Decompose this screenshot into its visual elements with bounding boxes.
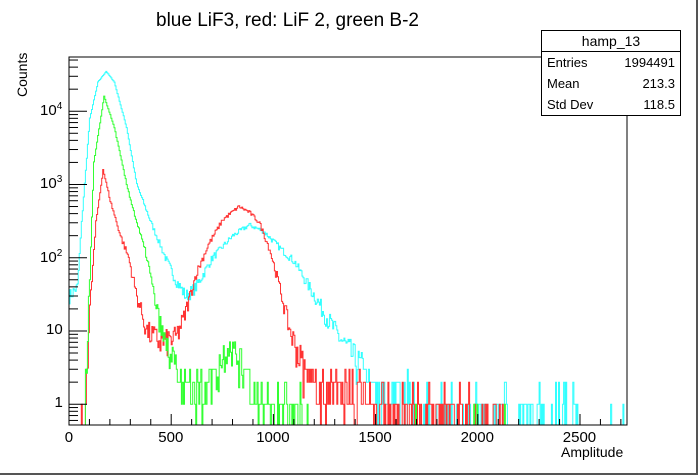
y-axis-label: Counts — [14, 52, 30, 97]
stats-label: Std Dev — [547, 97, 594, 112]
y-tick-text: 10 — [40, 248, 57, 266]
x-tick-label: 2500 — [562, 429, 597, 446]
stats-box: hamp_13 Entries 1994491 Mean 213.3 Std Dev… — [541, 30, 681, 116]
series-b-2 — [69, 95, 627, 426]
x-tick-label: 0 — [64, 429, 74, 446]
stats-value: 213.3 — [642, 76, 675, 91]
x-axis-label: Amplitude — [561, 444, 624, 460]
y-tick-label: 10 — [46, 321, 63, 338]
y-tick-text: 10 — [40, 175, 57, 193]
stats-label: Entries — [547, 55, 588, 70]
stats-value: 118.5 — [643, 97, 675, 112]
y-tick-text: 10 — [46, 320, 63, 338]
y-tick-exponent: 4 — [56, 101, 63, 113]
y-tick-exponent: 2 — [56, 247, 63, 259]
y-tick-text: 10 — [40, 102, 57, 120]
x-tick-label: 2000 — [460, 429, 494, 446]
y-tick-exponent: 3 — [56, 174, 63, 186]
y-tick-text: 1 — [54, 394, 63, 412]
series-lif2 — [69, 169, 627, 426]
x-tick-label: 1000 — [256, 429, 290, 446]
stats-row-stddev: Std Dev 118.5 — [542, 94, 680, 115]
x-tick-label: 500 — [158, 429, 184, 446]
y-tick-label: 103 — [40, 174, 62, 192]
x-tick-label: 1500 — [358, 429, 392, 446]
stats-value: 1994491 — [624, 55, 675, 70]
stats-label: Mean — [547, 76, 580, 91]
stats-row-mean: Mean 213.3 — [542, 73, 680, 94]
y-tick-label: 1 — [55, 394, 63, 411]
plot-frame — [68, 56, 628, 426]
series-lif3 — [69, 70, 627, 426]
y-tick-label: 102 — [40, 248, 62, 266]
chart-title: blue LiF3, red: LiF 2, green B-2 — [156, 10, 419, 31]
stats-row-entries: Entries 1994491 — [542, 52, 680, 73]
y-tick-label: 104 — [40, 101, 62, 119]
stats-title: hamp_13 — [542, 31, 680, 52]
